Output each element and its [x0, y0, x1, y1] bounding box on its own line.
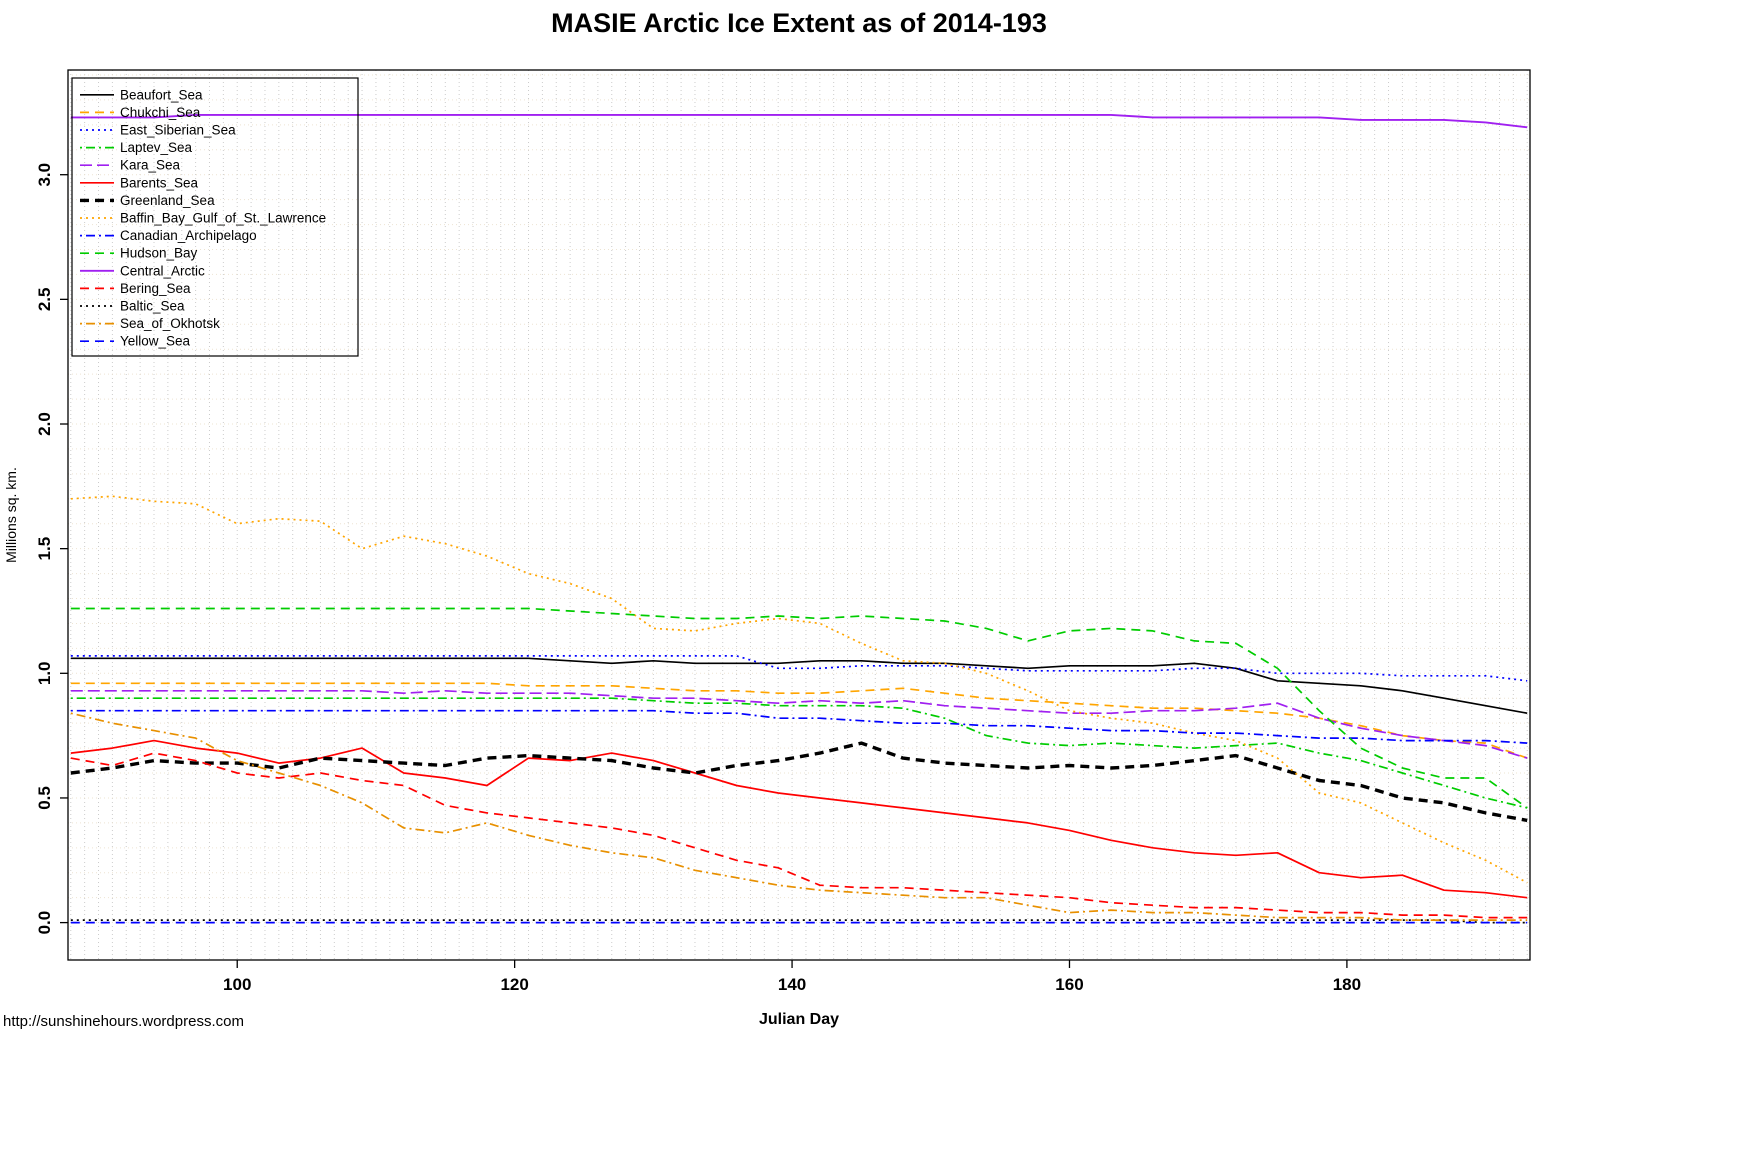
- legend-item-Yellow_Sea: Yellow_Sea: [80, 334, 191, 349]
- legend-box: [71, 77, 359, 357]
- legend-item-Central_Arctic: Central_Arctic: [80, 263, 205, 278]
- legend-label: Baltic_Sea: [120, 299, 185, 314]
- y-tick-label: 2.0: [35, 412, 54, 436]
- legend-label: Chukchi_Sea: [120, 105, 201, 120]
- legend-label: Yellow_Sea: [120, 334, 191, 349]
- series-line-Greenland_Sea: [70, 741, 1528, 823]
- legend-label: Hudson_Bay: [120, 246, 198, 261]
- x-tick-label: 100: [223, 975, 251, 994]
- axes: 100 120 140 160 180 0.0 0.5 1.0 1.5 2.0 2.5 3.0: [35, 163, 1361, 994]
- legend-item-Sea_of_Okhotsk: Sea_of_Okhotsk: [80, 316, 220, 331]
- series-line-Hudson_Bay: [70, 607, 1528, 809]
- series-line-Central_Arctic: [70, 113, 1528, 129]
- legend-label: Greenland_Sea: [120, 193, 215, 208]
- series-line-Beaufort_Sea: [70, 657, 1528, 715]
- legend-item-Chukchi_Sea: Chukchi_Sea: [80, 105, 201, 120]
- legend-label: East_Siberian_Sea: [120, 123, 236, 138]
- legend-label: Bering_Sea: [120, 281, 191, 296]
- series-line-Baffin_Bay_Gulf_of_St._Lawrence: [70, 495, 1528, 884]
- series-line-Sea_of_Okhotsk: [70, 712, 1528, 921]
- series-line-Barents_Sea: [70, 739, 1528, 899]
- legend-item-Baltic_Sea: Baltic_Sea: [80, 299, 185, 314]
- legend-label: Canadian_Archipelago: [120, 228, 257, 243]
- legend-label: Sea_of_Okhotsk: [120, 316, 220, 331]
- legend-item-Greenland_Sea: Greenland_Sea: [80, 193, 215, 208]
- series-line-East_Siberian_Sea: [70, 655, 1528, 682]
- series-line-Laptev_Sea: [70, 697, 1528, 809]
- legend-item-Baffin_Bay_Gulf_of_St._Lawrence: Baffin_Bay_Gulf_of_St._Lawrence: [80, 211, 326, 226]
- x-tick-label: 160: [1055, 975, 1083, 994]
- y-tick-label: 0.5: [35, 786, 54, 810]
- legend-label: Beaufort_Sea: [120, 87, 203, 102]
- y-tick-label: 3.0: [35, 163, 54, 187]
- legend-item-Canadian_Archipelago: Canadian_Archipelago: [80, 228, 257, 243]
- plot-border: [67, 69, 1531, 961]
- series-line-Kara_Sea: [70, 689, 1528, 759]
- chart-title: MASIE Arctic Ice Extent as of 2014-193: [551, 8, 1047, 38]
- y-axis-label: Millions sq. km.: [3, 467, 19, 563]
- legend: Beaufort_Sea Chukchi_Sea East_Siberian_Sea…: [71, 77, 359, 357]
- series-line-Chukchi_Sea: [70, 682, 1528, 759]
- series-line-Bering_Sea: [70, 752, 1528, 919]
- series-lines: [70, 113, 1528, 924]
- legend-label: Kara_Sea: [120, 158, 181, 173]
- legend-label: Baffin_Bay_Gulf_of_St._Lawrence: [120, 211, 326, 226]
- y-tick-label: 0.0: [35, 911, 54, 935]
- x-tick-label: 180: [1333, 975, 1361, 994]
- series-line-Baltic_Sea: [70, 919, 1528, 924]
- legend-item-Bering_Sea: Bering_Sea: [80, 281, 191, 296]
- legend-item-Beaufort_Sea: Beaufort_Sea: [80, 87, 203, 102]
- grid-lines: [68, 70, 1530, 960]
- y-tick-label: 1.0: [35, 661, 54, 685]
- legend-item-Kara_Sea: Kara_Sea: [80, 158, 181, 173]
- legend-item-Hudson_Bay: Hudson_Bay: [80, 246, 198, 261]
- legend-label: Barents_Sea: [120, 175, 199, 190]
- x-tick-label: 140: [778, 975, 806, 994]
- series-line-Canadian_Archipelago: [70, 709, 1528, 744]
- y-tick-label: 2.5: [35, 288, 54, 312]
- source-url[interactable]: http://sunshinehours.wordpress.com: [3, 1013, 244, 1030]
- y-tick-label: 1.5: [35, 537, 54, 561]
- x-axis-label: Julian Day: [759, 1011, 839, 1028]
- legend-item-Barents_Sea: Barents_Sea: [80, 175, 199, 190]
- x-tick-label: 120: [500, 975, 528, 994]
- legend-item-Laptev_Sea: Laptev_Sea: [80, 140, 193, 155]
- legend-label: Laptev_Sea: [120, 140, 193, 155]
- legend-item-East_Siberian_Sea: East_Siberian_Sea: [80, 123, 236, 138]
- legend-label: Central_Arctic: [120, 263, 205, 278]
